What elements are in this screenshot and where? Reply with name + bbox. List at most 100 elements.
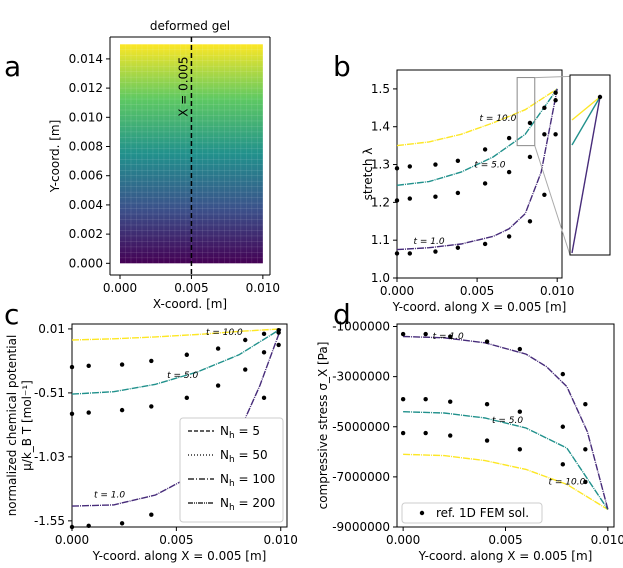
panel-d-series-label-t5: t = 5.0 — [492, 416, 523, 426]
panel-c-ref-point — [215, 383, 221, 388]
panel-d-ref-point — [484, 339, 490, 344]
panel-c-ref-point — [149, 512, 154, 517]
panel-d-series-label-t10: t = 10.0 — [548, 477, 585, 487]
panel-c-ref-point — [86, 410, 91, 415]
panel-b-series-t5-line — [396, 88, 558, 186]
panel-d-ref-point — [423, 331, 428, 337]
panel-c-ref-point — [149, 358, 154, 364]
panel-d-ref-point — [583, 479, 588, 485]
panel-d-ref-point — [583, 401, 588, 407]
panel-a-y-tick-label: 0.012 — [69, 81, 103, 95]
panel-d-y-tick-label: -1000000 — [332, 320, 390, 334]
panel-b-ref-point — [553, 98, 558, 103]
panel-d-series-t1-line — [403, 335, 609, 510]
panel-c-ref-point — [276, 342, 281, 348]
panel-c-series-t10-line — [71, 328, 281, 341]
panel-c-y-tick-label: -1.03 — [34, 450, 65, 464]
panel-b-series-label-t1: t = 1.0 — [413, 237, 444, 247]
panel-b-axes-frame — [396, 69, 563, 279]
panel-b-series-label-t10: t = 10.0 — [480, 114, 517, 124]
panel-c-axes-frame — [71, 323, 288, 528]
panel-b-ref-point — [455, 158, 461, 163]
panel-letter-c: c — [4, 298, 19, 331]
panel-c-legend-box — [179, 417, 284, 523]
panel-b-y-tick-label: 1.4 — [371, 120, 390, 134]
panel-b-ref-point — [482, 241, 488, 247]
panel-d-y-tick-label: -3000000 — [332, 370, 390, 384]
panel-b-series-t1-line — [396, 88, 558, 251]
panel-d-legend-entry: ref. 1D FEM sol. — [436, 506, 529, 520]
panel-d-compressive-stress: 0.000 0.005 0.010 -1000000 -3000000 -5000000 -… — [316, 320, 623, 563]
panel-c-ref-point — [149, 404, 154, 409]
panel-c-ref-point — [86, 363, 91, 369]
panel-c-legend-entry: Nh = 50 — [220, 448, 268, 465]
panel-b-y-tick-label: 1.0 — [371, 271, 390, 285]
panel-a-y-tick-label: 0.008 — [69, 140, 103, 154]
panel-c-ref-point — [86, 523, 91, 528]
panel-b-inset-t10-line — [571, 96, 601, 121]
panel-d-x-tick-label: 0.005 — [488, 533, 522, 547]
panel-a-y-tick-label: 0.002 — [69, 227, 103, 241]
panel-c-ref-point — [243, 367, 248, 372]
panel-b-inset-t1-line — [571, 96, 601, 254]
panel-c-ref-point — [276, 330, 281, 335]
panel-b-ref-point — [455, 245, 461, 250]
panel-d-ref-point — [400, 430, 406, 436]
panel-d-ref-point — [517, 346, 523, 352]
panel-b-ref-point — [527, 120, 533, 126]
panel-a-title: deformed gel — [150, 19, 230, 33]
panel-b-ref-point — [542, 105, 547, 111]
panel-d-ref-point — [484, 438, 490, 443]
panel-b-ref-point — [527, 154, 533, 160]
panel-a-y-tick-label: 0.000 — [69, 256, 103, 270]
panel-b-ref-point — [455, 190, 461, 196]
panel-b-series-label-t5: t = 5.0 — [474, 161, 505, 171]
panel-c-ref-point — [243, 337, 248, 343]
panel-c-ref-point — [119, 362, 125, 367]
panel-a-y-tick-label: 0.004 — [69, 198, 103, 212]
panel-c-y-tick-label: -1.55 — [34, 514, 65, 528]
panel-d-y-tick-label: -7000000 — [332, 470, 390, 484]
panel-d-ref-point — [517, 409, 523, 414]
panel-b-ref-point — [542, 132, 547, 137]
panel-c-ref-point — [215, 346, 221, 351]
panel-b-ref-point — [394, 198, 400, 203]
panel-b-ref-point — [506, 135, 512, 141]
panel-d-ref-point — [583, 447, 588, 452]
panel-b-series-t10-line — [396, 88, 558, 147]
panel-a-x-axis-label: X-coord. [m] — [153, 297, 227, 311]
panel-c-ref-point — [69, 411, 75, 417]
panel-a-y-tick-label: 0.014 — [69, 52, 103, 66]
panel-c-ref-point — [184, 352, 190, 357]
panel-c-series-label-t10: t = 10.0 — [206, 328, 243, 338]
panel-a-deformed-gel: 0.000 0.005 0.010 0.000 0.002 0.004 0.006 0.008… — [48, 19, 280, 311]
panel-d-x-tick-label: 0.010 — [591, 533, 623, 547]
panel-d-legend: ref. 1D FEM sol. — [401, 502, 543, 524]
panel-d-legend-marker — [419, 510, 425, 516]
panel-a-x-tick-label: 0.005 — [174, 281, 208, 295]
panel-c-ref-point — [261, 350, 267, 355]
panel-d-y-tick-label: -9000000 — [332, 520, 390, 534]
panel-c-chemical-potential: 0.000 0.005 0.010 0.01 -0.51 -1.03 -1.55 Y-coor… — [5, 322, 298, 563]
panel-d-ref-point — [423, 396, 428, 402]
panel-d-ref-point — [560, 371, 566, 377]
panel-c-ref-point — [261, 395, 267, 401]
panel-b-y-tick-label: 1.2 — [371, 195, 390, 209]
panel-c-ref-point — [69, 524, 75, 530]
panel-d-series-t5-line — [403, 411, 609, 510]
panel-d-ref-point — [448, 399, 453, 404]
panel-b-ref-point — [506, 169, 512, 175]
panel-b-ref-point — [482, 147, 488, 152]
panel-b-x-tick-label: 0.005 — [460, 284, 494, 298]
panel-b-ref-point — [407, 251, 413, 256]
panel-b-ref-point — [433, 194, 438, 199]
panel-d-x-tick-label: 0.000 — [386, 533, 420, 547]
panel-d-legend-box — [401, 502, 543, 524]
panel-c-x-tick-label: 0.000 — [55, 533, 89, 547]
panel-c-series-t5-line — [71, 328, 282, 395]
panel-c-legend-entry: Nh = 200 — [220, 496, 275, 513]
panel-d-x-axis-label: Y-coord. along X = 0.005 [m] — [418, 549, 593, 563]
panel-c-x-tick-label: 0.010 — [264, 533, 298, 547]
panel-b-y-tick-label: 1.3 — [371, 158, 390, 172]
